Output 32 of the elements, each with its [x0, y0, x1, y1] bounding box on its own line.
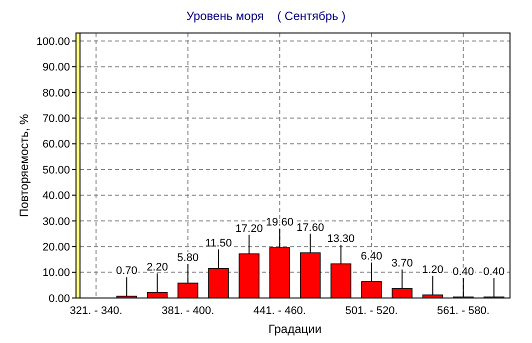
y-tick-label: 90.00: [42, 62, 70, 74]
x-axis-title: Градации: [268, 322, 322, 336]
y-tick-label: 60.00: [42, 138, 70, 151]
data-label: 0.70: [116, 265, 138, 278]
y-tick-label: 20.00: [42, 241, 70, 254]
data-label: 0.40: [483, 266, 505, 278]
x-tick-label: 321. - 340.: [70, 305, 122, 317]
y-tick-label: 100.00: [36, 36, 70, 48]
x-tick-label: 441. - 460.: [253, 305, 306, 317]
data-label: 1.20: [422, 264, 444, 276]
data-label: 3.70: [391, 257, 413, 270]
data-label: 13.30: [327, 232, 355, 245]
data-label: 17.20: [235, 222, 263, 235]
y-tick-label: 30.00: [42, 216, 70, 228]
y-tick-label: 80.00: [42, 87, 70, 100]
y-tick-label: 70.00: [42, 112, 70, 125]
data-label: 17.60: [296, 222, 324, 234]
data-label: 11.50: [205, 237, 232, 250]
x-tick-label: 381. - 400.: [162, 305, 214, 317]
chart-title: Уровень моря ( Сентябрь ): [186, 9, 346, 23]
data-label: 0.40: [452, 266, 474, 278]
y-tick-label: 0.00: [48, 292, 70, 305]
data-label: 6.40: [360, 250, 382, 263]
y-tick-label: 50.00: [42, 164, 70, 176]
x-tick-label: 561. - 580.: [437, 305, 490, 317]
data-label: 2.20: [146, 261, 168, 274]
data-label: 19.60: [266, 216, 294, 229]
y-tick-label: 40.00: [42, 190, 70, 202]
y-axis-title: Повторяемость, %: [17, 114, 31, 218]
y-tick-label: 10.00: [42, 267, 70, 280]
data-label: 5.80: [177, 252, 199, 264]
x-tick-label: 501. - 520.: [345, 305, 398, 317]
